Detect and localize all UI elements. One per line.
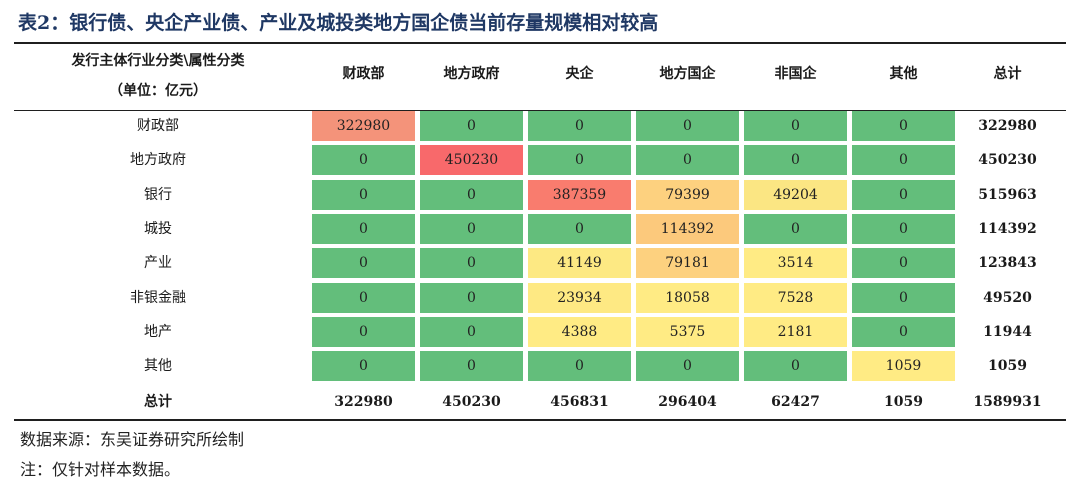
heatmap-cell: 114392 [636, 214, 739, 244]
corner-header: 发行主体行业分类\属性分类 （单位：亿元） [40, 46, 276, 108]
heatmap-cell: 0 [744, 111, 847, 141]
column-header-1: 地方政府 [443, 66, 500, 82]
row-label: 财政部 [137, 118, 179, 134]
heatmap-cell: 3514 [744, 248, 847, 278]
heatmap-cell: 0 [528, 214, 631, 244]
summary-cell: 62427 [771, 394, 820, 410]
column-header-6: 总计 [993, 66, 1022, 82]
summary-cell: 456831 [550, 394, 609, 410]
heatmap-cell: 0 [312, 214, 415, 244]
heatmap-cell: 0 [852, 317, 955, 347]
row-label: 非银金融 [130, 290, 186, 306]
summary-cell: 296404 [658, 394, 717, 410]
heatmap-cell: 450230 [420, 145, 523, 175]
row-label: 产业 [144, 255, 172, 271]
heatmap-cell: 0 [852, 111, 955, 141]
row-total-cell: 1059 [988, 358, 1027, 374]
summary-row-label: 总计 [144, 394, 172, 410]
bottom-rule [14, 419, 1066, 421]
heatmap-cell: 0 [852, 145, 955, 175]
row-label: 地产 [144, 324, 172, 340]
column-header-0: 财政部 [342, 66, 385, 82]
heatmap-cell: 18058 [636, 283, 739, 313]
heatmap-cell: 2181 [744, 317, 847, 347]
heatmap-cell: 7528 [744, 283, 847, 313]
heatmap-cell: 0 [744, 145, 847, 175]
heatmap-cell: 322980 [312, 111, 415, 141]
heatmap-cell: 0 [528, 111, 631, 141]
column-header-5: 其他 [889, 66, 918, 82]
corner-header-line1: 发行主体行业分类\属性分类 [71, 53, 245, 69]
row-label: 其他 [144, 358, 172, 374]
row-label: 银行 [144, 187, 172, 203]
heatmap-cell: 0 [744, 214, 847, 244]
heatmap-cell: 0 [420, 248, 523, 278]
heatmap-cell: 79181 [636, 248, 739, 278]
heatmap-cell: 0 [420, 317, 523, 347]
heatmap-cell: 0 [420, 214, 523, 244]
row-total-cell: 322980 [978, 118, 1037, 134]
heatmap-cell: 0 [636, 351, 739, 381]
corner-header-unit: （单位：亿元） [109, 83, 207, 99]
column-header-4: 非国企 [774, 66, 817, 82]
heatmap-cell: 0 [636, 111, 739, 141]
row-total-cell: 114392 [978, 221, 1037, 237]
data-source-note: 数据来源：东吴证券研究所绘制 [20, 430, 245, 449]
heatmap-cell: 0 [312, 283, 415, 313]
heatmap-cell: 0 [852, 283, 955, 313]
header-rule [14, 110, 1066, 111]
heatmap-cell: 0 [744, 351, 847, 381]
heatmap-cell: 0 [420, 180, 523, 210]
heatmap-cell: 23934 [528, 283, 631, 313]
heatmap-cell: 0 [852, 214, 955, 244]
row-label: 地方政府 [130, 152, 186, 168]
footnote: 注：仅针对样本数据。 [20, 460, 181, 479]
row-total-cell: 515963 [978, 187, 1037, 203]
heatmap-cell: 0 [852, 180, 955, 210]
heatmap-cell: 0 [312, 317, 415, 347]
summary-cell: 1059 [884, 394, 923, 410]
heatmap-cell: 41149 [528, 248, 631, 278]
heatmap-cell: 79399 [636, 180, 739, 210]
heatmap-cell: 4388 [528, 317, 631, 347]
heatmap-cell: 0 [636, 145, 739, 175]
row-total-cell: 123843 [978, 255, 1037, 271]
row-label: 城投 [144, 221, 172, 237]
heatmap-cell: 0 [528, 145, 631, 175]
column-header-3: 地方国企 [659, 66, 716, 82]
heatmap-cell: 0 [312, 180, 415, 210]
heatmap-cell: 0 [528, 351, 631, 381]
summary-cell: 322980 [334, 394, 393, 410]
heatmap-cell: 0 [420, 283, 523, 313]
heatmap-cell: 0 [312, 145, 415, 175]
heatmap-cell: 5375 [636, 317, 739, 347]
row-total-cell: 450230 [978, 152, 1037, 168]
heatmap-cell: 0 [420, 351, 523, 381]
row-total-cell: 11944 [983, 324, 1032, 340]
heatmap-cell: 1059 [852, 351, 955, 381]
column-header-2: 央企 [565, 66, 594, 82]
heatmap-cell: 49204 [744, 180, 847, 210]
heatmap-cell: 0 [312, 248, 415, 278]
heatmap-cell: 0 [420, 111, 523, 141]
heatmap-cell: 387359 [528, 180, 631, 210]
heatmap-cell: 0 [852, 248, 955, 278]
heatmap-cell: 0 [312, 351, 415, 381]
summary-cell: 450230 [442, 394, 501, 410]
table-title: 表2：银行债、央企产业债、产业及城投类地方国企债当前存量规模相对较高 [18, 12, 659, 34]
summary-cell: 1589931 [973, 394, 1042, 410]
top-rule [14, 42, 1066, 44]
row-total-cell: 49520 [983, 290, 1032, 306]
